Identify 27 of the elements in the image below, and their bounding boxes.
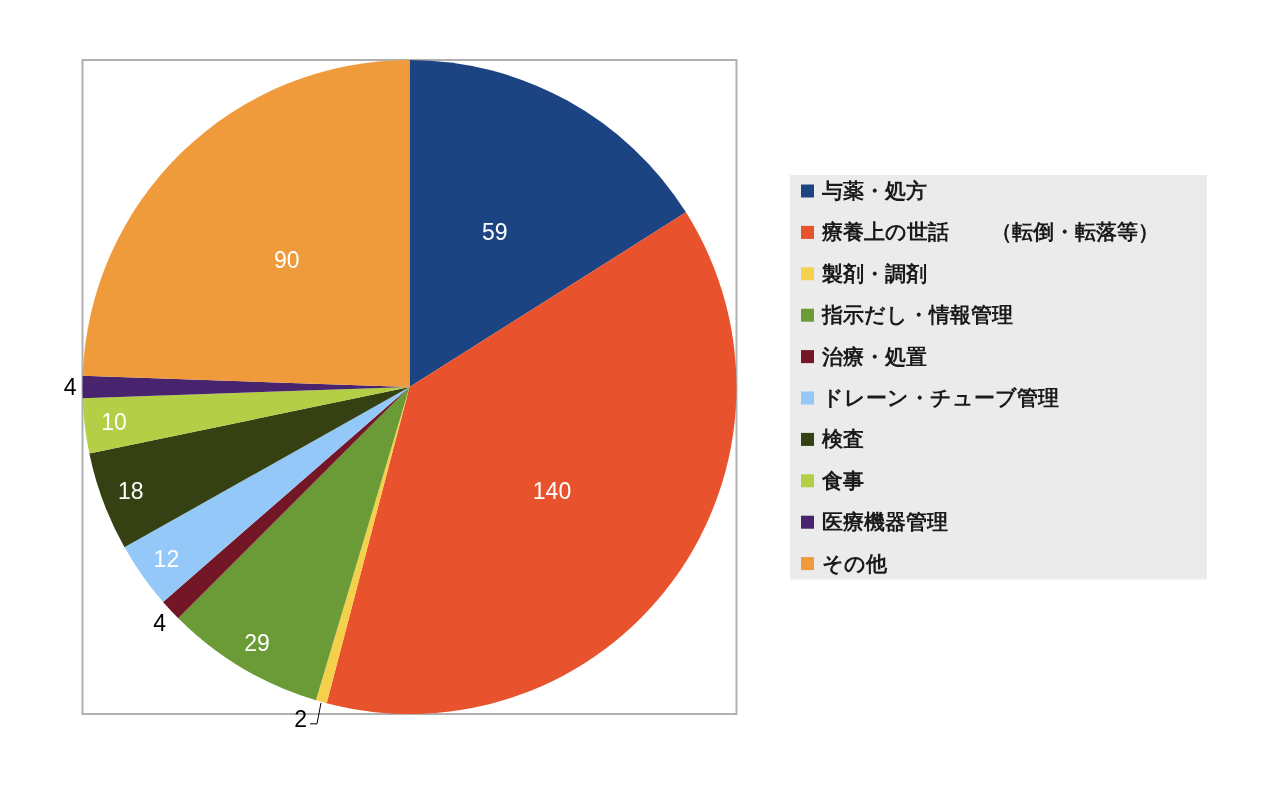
pie-slice: [178, 387, 410, 701]
pie-slice: [409, 60, 686, 387]
legend-label: 医療機器管理: [822, 510, 948, 535]
legend-label: その他: [822, 551, 888, 576]
data-label: 140: [532, 478, 572, 505]
legend-label: 与薬・処方: [821, 179, 927, 203]
pie-slice: [315, 387, 410, 704]
data-label: 12: [153, 545, 180, 572]
legend-label: 指示だし・情報管理: [821, 303, 1013, 328]
data-label: 4: [153, 610, 167, 637]
legend-label: 治療・処置: [821, 344, 927, 369]
data-label: 59: [481, 219, 508, 246]
data-label: 10: [101, 409, 127, 436]
legend-label: 療養上の世話 （転倒・転落等）: [821, 220, 1159, 245]
data-label: 18: [118, 478, 144, 505]
legend-label: 製剤・調剤: [821, 261, 927, 286]
data-label: 4: [63, 374, 77, 400]
pie-slice: [326, 212, 736, 714]
legend-label: 検査: [821, 427, 864, 452]
legend-label: ドレーン・チューブ管理: [822, 386, 1059, 410]
pie-slice: [82, 387, 410, 454]
data-label: 29: [244, 629, 270, 656]
pie-slice: [82, 60, 410, 387]
data-label: 2: [294, 705, 308, 732]
data-label: 90: [273, 247, 300, 274]
pie-slice: [89, 387, 410, 548]
legend-label: 食事: [821, 468, 864, 493]
